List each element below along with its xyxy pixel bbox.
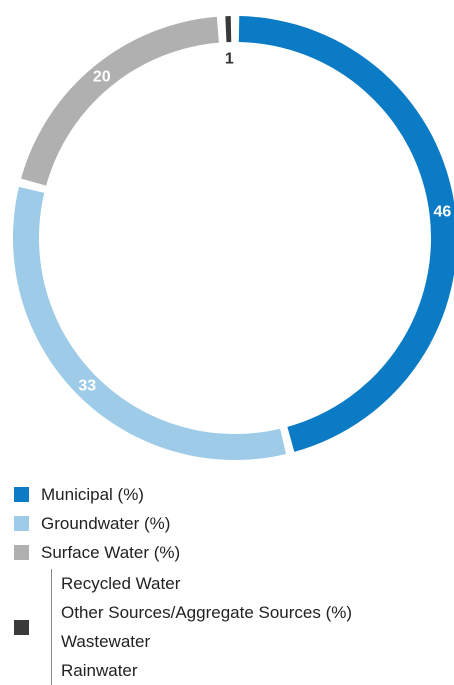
legend-line-other-sources: Other Sources/Aggregate Sources (%) (61, 603, 353, 622)
slice-label-groundwater: 33 (78, 377, 96, 394)
legend-swatch-municipal (14, 487, 29, 502)
slice-groundwater (13, 186, 287, 461)
legend-line-wastewater: Wastewater (61, 632, 151, 651)
legend-group-other-sources: Recycled Water Other Sources/Aggregate S… (14, 569, 352, 685)
slice-label-municipal: 46 (433, 203, 451, 220)
donut-chart: 46 33 20 1 (13, 16, 454, 461)
slice-municipal (238, 16, 454, 452)
legend-item-groundwater: Groundwater (%) (14, 509, 352, 538)
slice-label-surface-water: 20 (93, 68, 111, 85)
legend-group-lines: Recycled Water Other Sources/Aggregate S… (51, 569, 352, 685)
legend-line-recycled-water: Recycled Water (61, 574, 181, 593)
legend-swatch-surface-water (14, 545, 29, 560)
legend-swatch-other-sources (14, 619, 29, 635)
legend-label-groundwater: Groundwater (%) (41, 514, 171, 533)
slice-label-other-sources: 1 (225, 51, 234, 68)
legend-line-rainwater: Rainwater (61, 661, 138, 680)
legend-item-municipal: Municipal (%) (14, 480, 352, 509)
legend: Municipal (%) Groundwater (%) Surface Wa… (14, 480, 352, 685)
legend-label-surface-water: Surface Water (%) (41, 543, 181, 562)
slice-other-sources (225, 16, 232, 43)
legend-swatch-groundwater (14, 516, 29, 531)
slice-surface-water (21, 16, 219, 186)
legend-item-surface-water: Surface Water (%) (14, 538, 352, 567)
legend-label-municipal: Municipal (%) (41, 485, 144, 504)
